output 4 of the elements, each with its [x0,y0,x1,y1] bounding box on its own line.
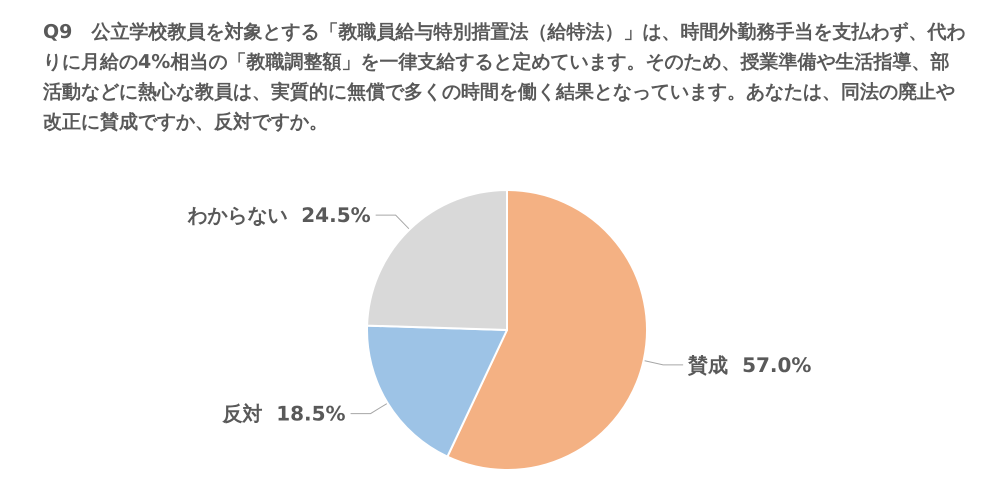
chart-title: Q9 公立学校教員を対象とする「教職員給与特別措置法（給特法）」は、時間外勤務手当を支払わず、代わりに月給の4%相当の「教職調整額」を一律支給すると定めています。そのため、授業準備や生活指導、部活動などに熱心な教員は、実質的に無償で多くの時間を働く結果となっています。あなたは、同法の廃止や改正に賛成ですか、反対ですか。 [42,21,966,133]
slice-label: わからない 24.5% [186,203,371,228]
slice-label: 賛成 57.0% [687,352,812,377]
slice-label: 反対 18.5% [221,402,346,426]
